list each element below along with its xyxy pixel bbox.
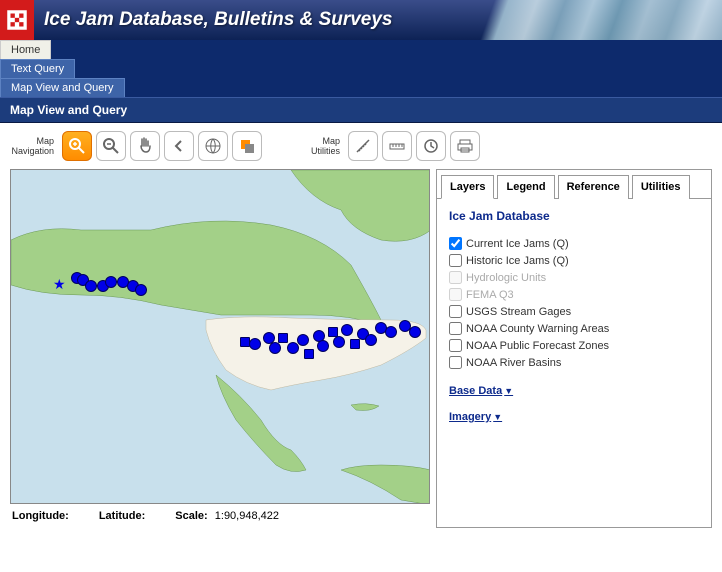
map-point[interactable] (85, 280, 97, 292)
layer-item: Historic Ice Jams (Q) (449, 252, 699, 269)
panel-title: Ice Jam Database (449, 209, 699, 223)
measure-button[interactable] (348, 131, 378, 161)
app-header: Ice Jam Database, Bulletins & Surveys (0, 0, 722, 40)
map-point[interactable] (333, 336, 345, 348)
layer-item: NOAA River Basins (449, 354, 699, 371)
map-point[interactable] (304, 349, 314, 359)
chevron-down-icon: ▼ (504, 386, 513, 396)
layer-item: Hydrologic Units (449, 269, 699, 286)
layer-checkbox[interactable] (449, 322, 462, 335)
print-button[interactable] (450, 131, 480, 161)
layer-label: Historic Ice Jams (Q) (466, 255, 569, 267)
map-point[interactable] (249, 338, 261, 350)
layer-label: NOAA County Warning Areas (466, 323, 609, 335)
map-point[interactable] (341, 324, 353, 336)
map-util-label: Map Utilities (296, 136, 340, 156)
scale-label: Scale: 1:90,948,422 (175, 510, 279, 522)
layer-label: Hydrologic Units (466, 272, 546, 284)
clock-button[interactable] (416, 131, 446, 161)
layer-checkbox[interactable] (449, 305, 462, 318)
layer-label: NOAA Public Forecast Zones (466, 340, 609, 352)
toolbar: Map Navigation Map Utilities (0, 123, 722, 169)
panel-tab-utilities[interactable]: Utilities (632, 175, 690, 199)
layer-checkbox (449, 271, 462, 284)
chevron-down-icon: ▼ (493, 412, 502, 422)
map-point[interactable]: ★ (53, 278, 65, 290)
tab-text-query[interactable]: Text Query (0, 59, 75, 78)
layer-item: FEMA Q3 (449, 286, 699, 303)
nav-tabs: Home Text Query Map View and Query Map V… (0, 40, 722, 123)
layer-checkbox[interactable] (449, 254, 462, 267)
breadcrumb: Map View and Query (0, 97, 722, 123)
map-point[interactable] (350, 339, 360, 349)
longitude-label: Longitude: (12, 510, 69, 522)
layer-checkbox[interactable] (449, 237, 462, 250)
latitude-label: Latitude: (99, 510, 145, 522)
full-extent-button[interactable] (198, 131, 228, 161)
tab-home[interactable]: Home (0, 40, 51, 59)
layers-button[interactable] (232, 131, 262, 161)
map-point[interactable] (287, 342, 299, 354)
layer-item: Current Ice Jams (Q) (449, 235, 699, 252)
section-base-data[interactable]: Base Data▼ (449, 385, 699, 397)
map-point[interactable] (135, 284, 147, 296)
layers-list: Current Ice Jams (Q) Historic Ice Jams (Q… (449, 235, 699, 371)
header-decoration (452, 0, 722, 40)
section-imagery[interactable]: Imagery▼ (449, 411, 699, 423)
app-title: Ice Jam Database, Bulletins & Surveys (34, 9, 393, 31)
tab-map-view[interactable]: Map View and Query (0, 78, 125, 97)
panel-tab-layers[interactable]: Layers (441, 175, 494, 199)
map-nav-label: Map Navigation (10, 136, 54, 156)
map-canvas[interactable]: ★ (10, 169, 430, 504)
map-point[interactable] (297, 334, 309, 346)
layer-label: Current Ice Jams (Q) (466, 238, 569, 250)
map-point[interactable] (409, 326, 421, 338)
map-status-bar: Longitude: Latitude: Scale: 1:90,948,422 (10, 504, 430, 528)
map-point[interactable] (269, 342, 281, 354)
layer-label: USGS Stream Gages (466, 306, 571, 318)
back-button[interactable] (164, 131, 194, 161)
map-point[interactable] (365, 334, 377, 346)
map-point[interactable] (317, 340, 329, 352)
layer-item: NOAA County Warning Areas (449, 320, 699, 337)
map-point[interactable] (385, 326, 397, 338)
pan-button[interactable] (130, 131, 160, 161)
layer-checkbox[interactable] (449, 339, 462, 352)
zoom-out-button[interactable] (96, 131, 126, 161)
layer-item: USGS Stream Gages (449, 303, 699, 320)
layer-checkbox[interactable] (449, 356, 462, 369)
map-point[interactable] (278, 333, 288, 343)
ruler-button[interactable] (382, 131, 412, 161)
map-point[interactable] (105, 276, 117, 288)
usace-logo (0, 0, 34, 40)
layer-label: FEMA Q3 (466, 289, 514, 301)
layer-label: NOAA River Basins (466, 357, 561, 369)
zoom-in-button[interactable] (62, 131, 92, 161)
layer-checkbox (449, 288, 462, 301)
panel-tab-legend[interactable]: Legend (497, 175, 554, 199)
panel-tab-reference[interactable]: Reference (558, 175, 629, 199)
layer-item: NOAA Public Forecast Zones (449, 337, 699, 354)
side-panel: Layers Legend Reference Utilities Ice Ja… (436, 169, 712, 528)
